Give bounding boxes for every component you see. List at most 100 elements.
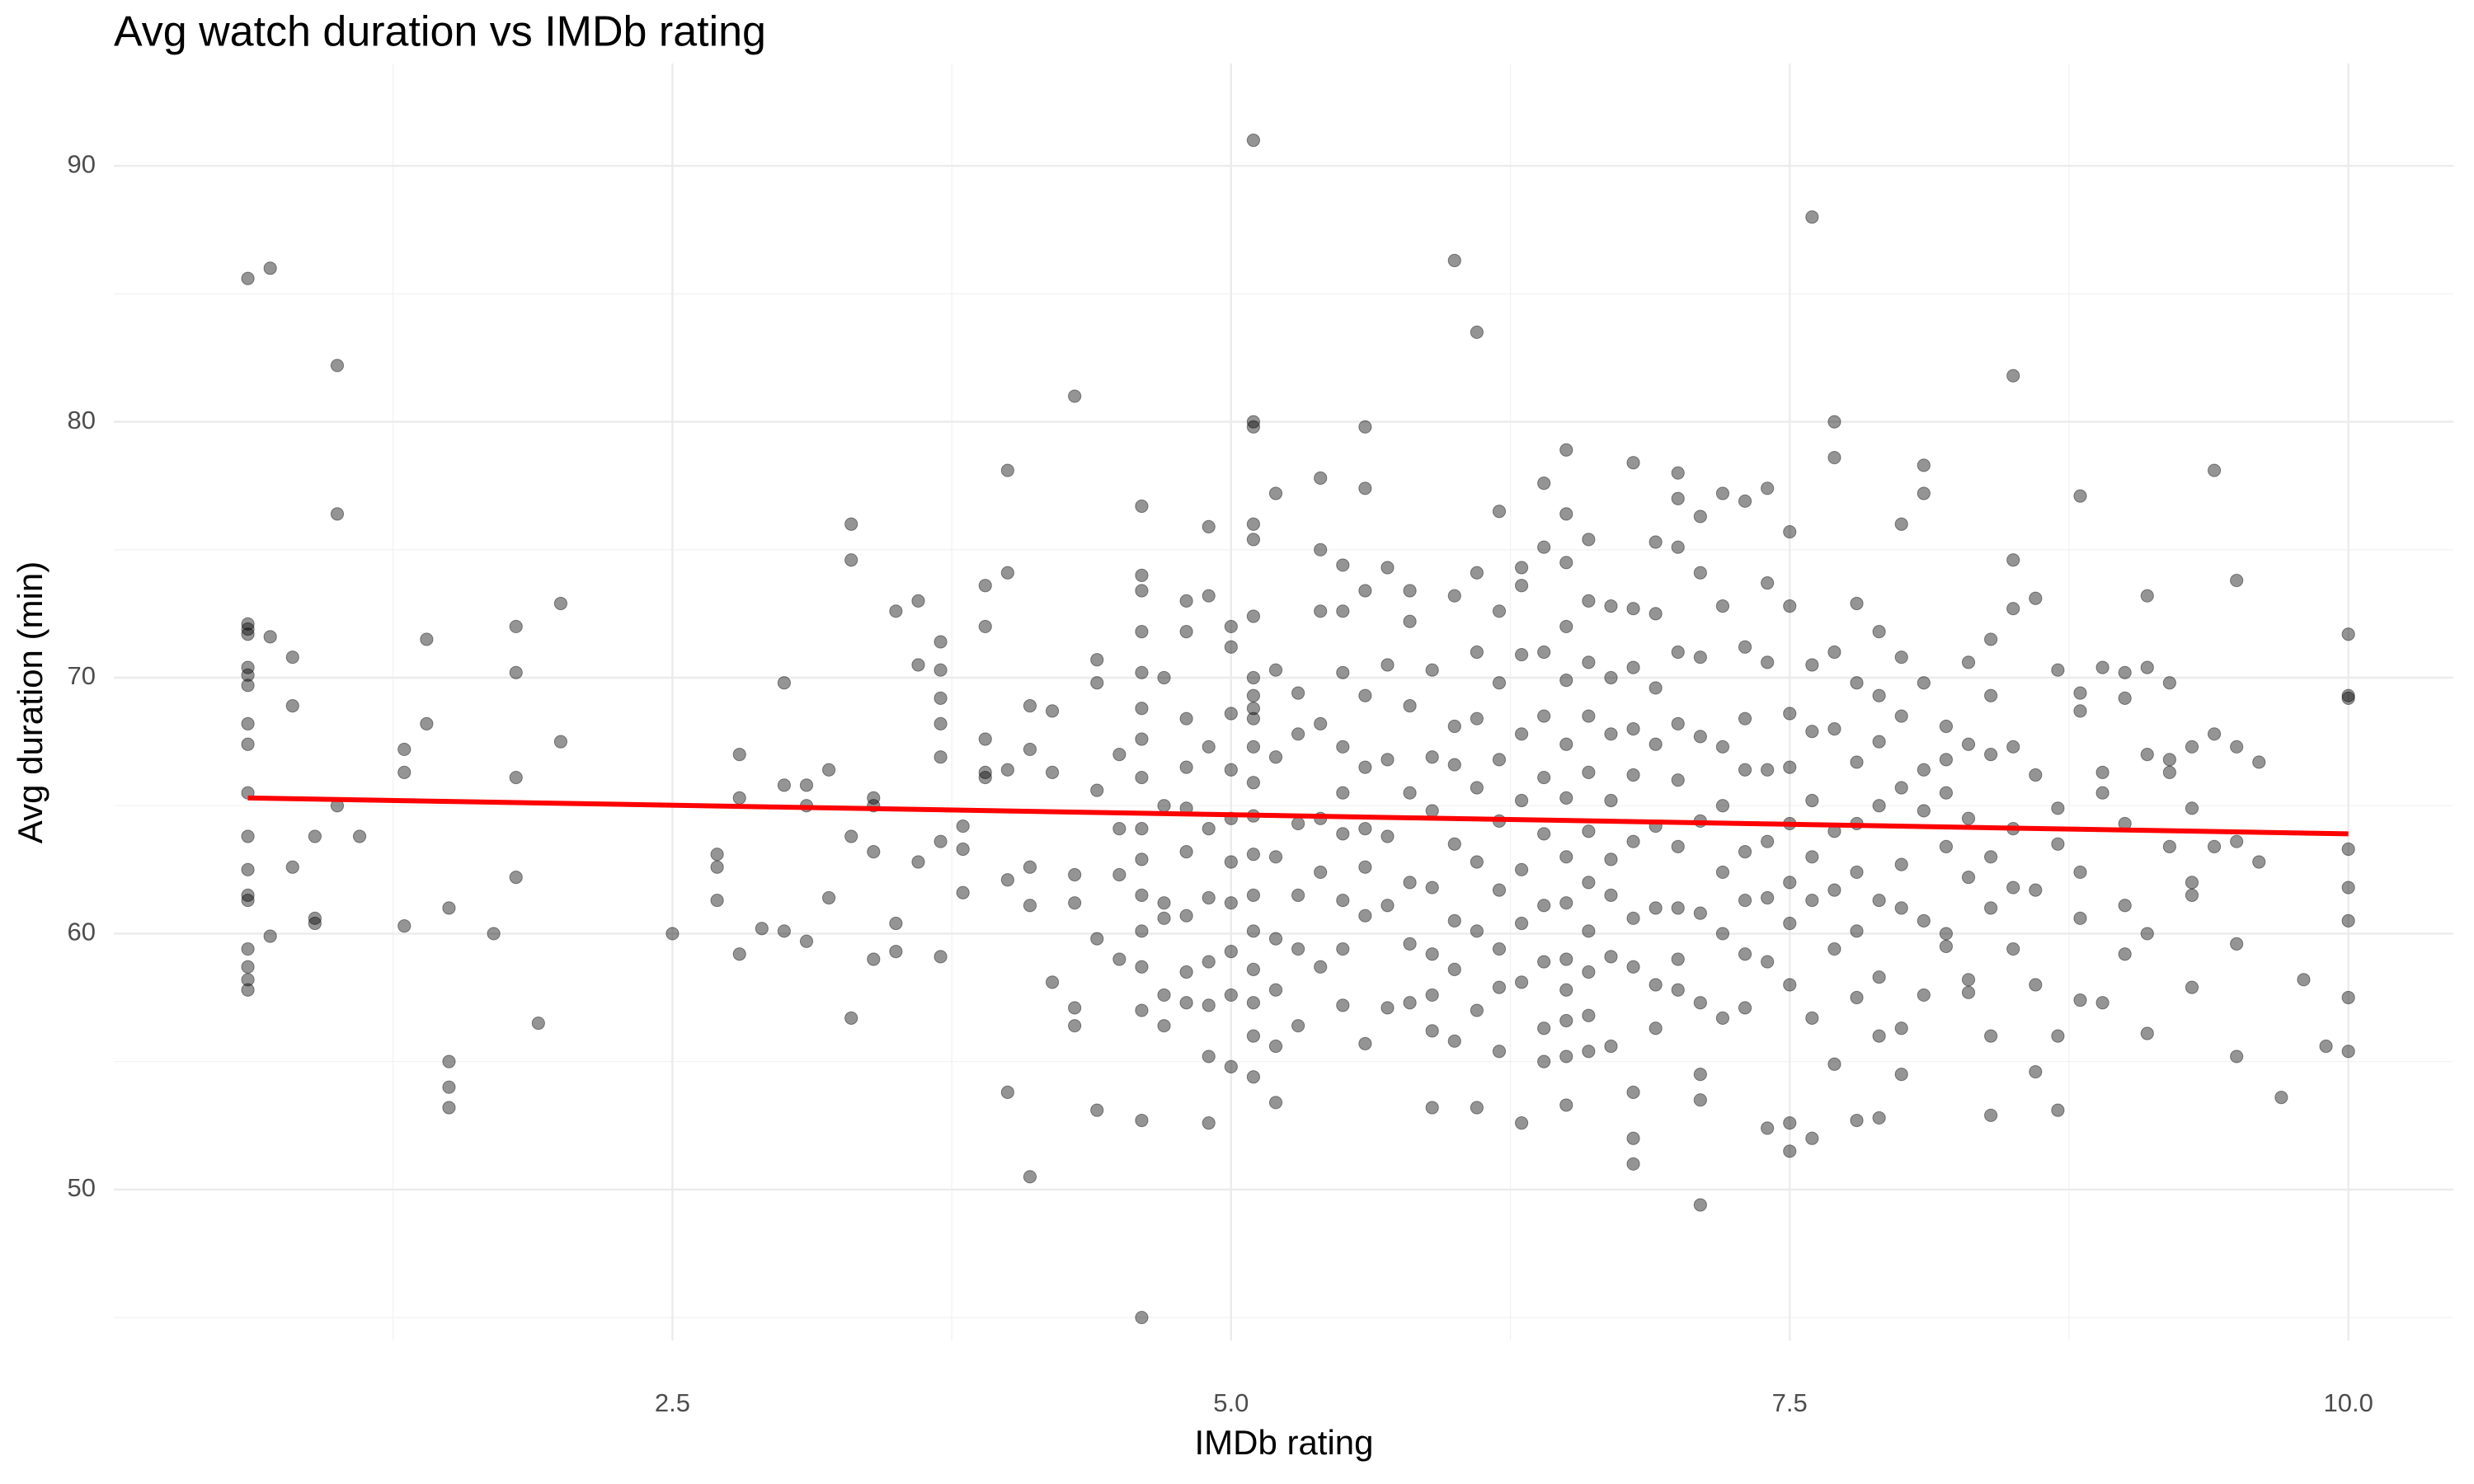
point <box>1559 674 1573 688</box>
point <box>1626 456 1640 470</box>
point <box>1403 996 1417 1010</box>
y-tick-label: 50 <box>68 1173 96 1202</box>
point <box>241 271 255 285</box>
point <box>1336 558 1350 572</box>
point <box>1425 663 1439 677</box>
x-tick-label: 5.0 <box>1213 1388 1249 1417</box>
point <box>1358 688 1372 702</box>
point <box>1135 770 1149 785</box>
point <box>2073 911 2087 925</box>
point <box>1582 824 1596 838</box>
point <box>308 916 322 931</box>
point <box>308 829 322 843</box>
point <box>1358 909 1372 923</box>
point <box>1202 1116 1216 1130</box>
point <box>1135 584 1149 598</box>
y-tick-label: 90 <box>68 149 96 178</box>
point <box>1626 1157 1640 1171</box>
point <box>1135 960 1149 974</box>
point <box>2341 691 2355 705</box>
point <box>1045 975 1060 989</box>
point <box>1939 939 1954 954</box>
point <box>1179 625 1193 639</box>
point <box>1045 704 1060 718</box>
point <box>1492 980 1507 994</box>
point <box>1268 1096 1283 1110</box>
point <box>1447 837 1461 851</box>
y-tick-label: 70 <box>68 661 96 690</box>
point <box>1224 1059 1238 1073</box>
point <box>1649 535 1663 549</box>
point <box>1559 507 1573 521</box>
point <box>1649 1021 1663 1036</box>
point <box>1358 860 1372 874</box>
point <box>1738 711 1752 726</box>
point <box>934 635 948 649</box>
point <box>1537 1054 1551 1068</box>
point <box>1894 650 1908 665</box>
point <box>934 663 948 677</box>
point <box>1425 1101 1439 1115</box>
point <box>509 619 523 634</box>
point <box>1358 481 1372 495</box>
point <box>1715 1011 1730 1025</box>
point <box>241 960 255 974</box>
point <box>1135 732 1149 746</box>
point <box>1961 985 1976 999</box>
point <box>1514 916 1529 931</box>
y-tick-label: 60 <box>68 918 96 946</box>
point <box>1157 670 1171 685</box>
point <box>1604 1039 1618 1054</box>
point <box>732 947 746 961</box>
point <box>2029 768 2043 782</box>
point <box>1805 893 1819 908</box>
point <box>1827 415 1841 429</box>
point <box>1447 758 1461 772</box>
point <box>799 934 814 948</box>
point <box>1582 594 1596 608</box>
point <box>1268 932 1283 946</box>
point <box>2319 1039 2333 1054</box>
point <box>241 973 255 987</box>
point <box>1671 716 1685 730</box>
point <box>1246 702 1261 716</box>
point <box>420 632 434 646</box>
point <box>1023 860 1037 874</box>
point <box>1202 890 1216 905</box>
point <box>509 871 523 885</box>
point <box>2006 942 2020 956</box>
point <box>1582 1045 1596 1059</box>
point <box>1693 996 1707 1010</box>
point <box>1649 681 1663 695</box>
point <box>1761 576 1775 590</box>
point <box>1291 942 1305 956</box>
point <box>420 716 434 730</box>
point <box>2118 947 2132 961</box>
point <box>1358 420 1372 434</box>
point <box>1984 1029 1998 1043</box>
point <box>867 791 881 805</box>
point <box>1268 486 1283 500</box>
point <box>1715 927 1730 941</box>
point <box>844 829 858 843</box>
point <box>1492 505 1507 519</box>
point <box>1626 960 1640 974</box>
point <box>1761 1121 1775 1135</box>
point <box>1984 748 1998 762</box>
point <box>1738 844 1752 859</box>
point <box>1783 524 1797 539</box>
point <box>1626 1131 1640 1145</box>
point <box>1425 750 1439 764</box>
point <box>1559 619 1573 634</box>
point <box>1738 893 1752 908</box>
point <box>1783 1144 1797 1158</box>
point <box>1470 711 1484 726</box>
point <box>1872 1111 1886 1125</box>
point <box>263 630 277 644</box>
point <box>2006 602 2020 616</box>
point <box>1582 1008 1596 1022</box>
point <box>1850 990 1864 1005</box>
point <box>1135 1113 1149 1128</box>
point <box>666 927 680 941</box>
point <box>1783 978 1797 992</box>
